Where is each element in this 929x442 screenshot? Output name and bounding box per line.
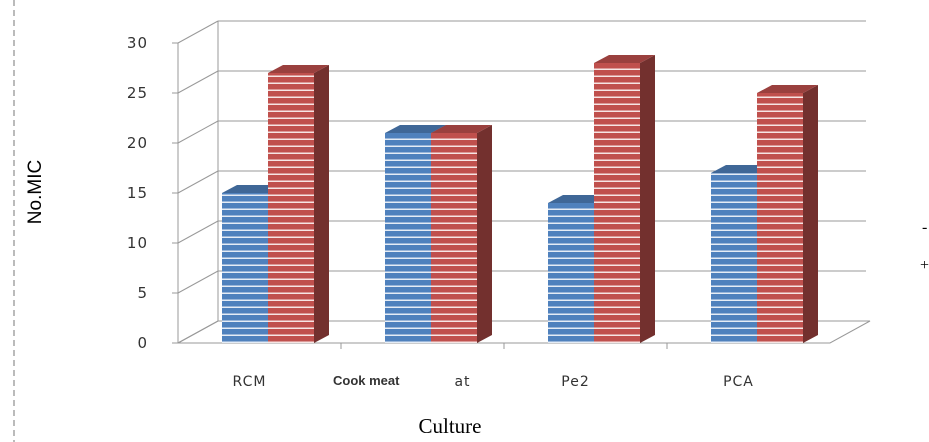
bar-front — [268, 73, 314, 343]
bar-top — [711, 165, 772, 173]
bar-side — [314, 65, 329, 343]
bar-top — [431, 125, 492, 133]
legend-label-series-2: + — [920, 257, 929, 274]
gridline-diagonal — [177, 20, 219, 44]
y-tick-label: 5 — [137, 284, 148, 302]
legend-label-series-1: - — [922, 219, 927, 236]
bar-top — [548, 195, 609, 203]
bar-side — [477, 125, 492, 343]
bar — [431, 125, 492, 343]
y-tick-label: 0 — [137, 334, 148, 352]
bar-top — [385, 125, 446, 133]
gridline-diagonal — [177, 220, 219, 244]
bar-front — [548, 203, 594, 343]
y-tick-label: 25 — [127, 84, 148, 102]
y-tick-label: 10 — [127, 234, 148, 252]
bar — [594, 55, 655, 343]
category-overlay-label: Cook meat — [333, 373, 400, 388]
bar-front — [594, 63, 640, 343]
x-category-labels: RCM at Pe2 PCA — [233, 374, 754, 390]
bar-top — [594, 55, 655, 63]
bar-front — [711, 173, 757, 343]
gridline-diagonal — [177, 320, 219, 344]
y-axis-label: No.MIC — [25, 160, 46, 224]
gridline-diagonal — [177, 120, 219, 144]
bar-front — [385, 133, 431, 343]
x-category-label: Pe2 — [561, 374, 589, 390]
y-tick-label: 15 — [127, 184, 148, 202]
bar-top — [268, 65, 329, 73]
gridline-diagonal — [177, 270, 219, 294]
y-tick-label: 20 — [127, 134, 148, 152]
bar — [757, 85, 818, 343]
bar — [268, 65, 329, 343]
bar-side — [803, 85, 818, 343]
bar-top — [757, 85, 818, 93]
bar-side — [640, 55, 655, 343]
bar-front — [222, 193, 268, 343]
x-category-label: at — [454, 374, 470, 390]
gridline-diagonal — [177, 70, 219, 94]
gridline-diagonal — [177, 170, 219, 194]
bars — [222, 55, 818, 343]
x-axis-label: Culture — [419, 414, 482, 438]
y-tick-label: 30 — [127, 34, 148, 52]
y-tick-labels: 0 5 10 15 20 25 30 — [127, 34, 148, 352]
x-category-label: PCA — [723, 374, 754, 390]
x-category-label: RCM — [233, 374, 267, 390]
bar-top — [222, 185, 283, 193]
bar-front — [431, 133, 477, 343]
bar-front — [757, 93, 803, 343]
